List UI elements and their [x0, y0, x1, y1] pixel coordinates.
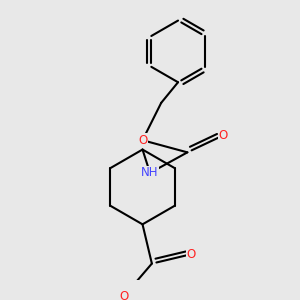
Text: O: O	[138, 134, 147, 147]
Text: O: O	[119, 290, 128, 300]
Text: O: O	[218, 129, 227, 142]
Text: O: O	[187, 248, 196, 261]
Text: NH: NH	[141, 167, 159, 179]
